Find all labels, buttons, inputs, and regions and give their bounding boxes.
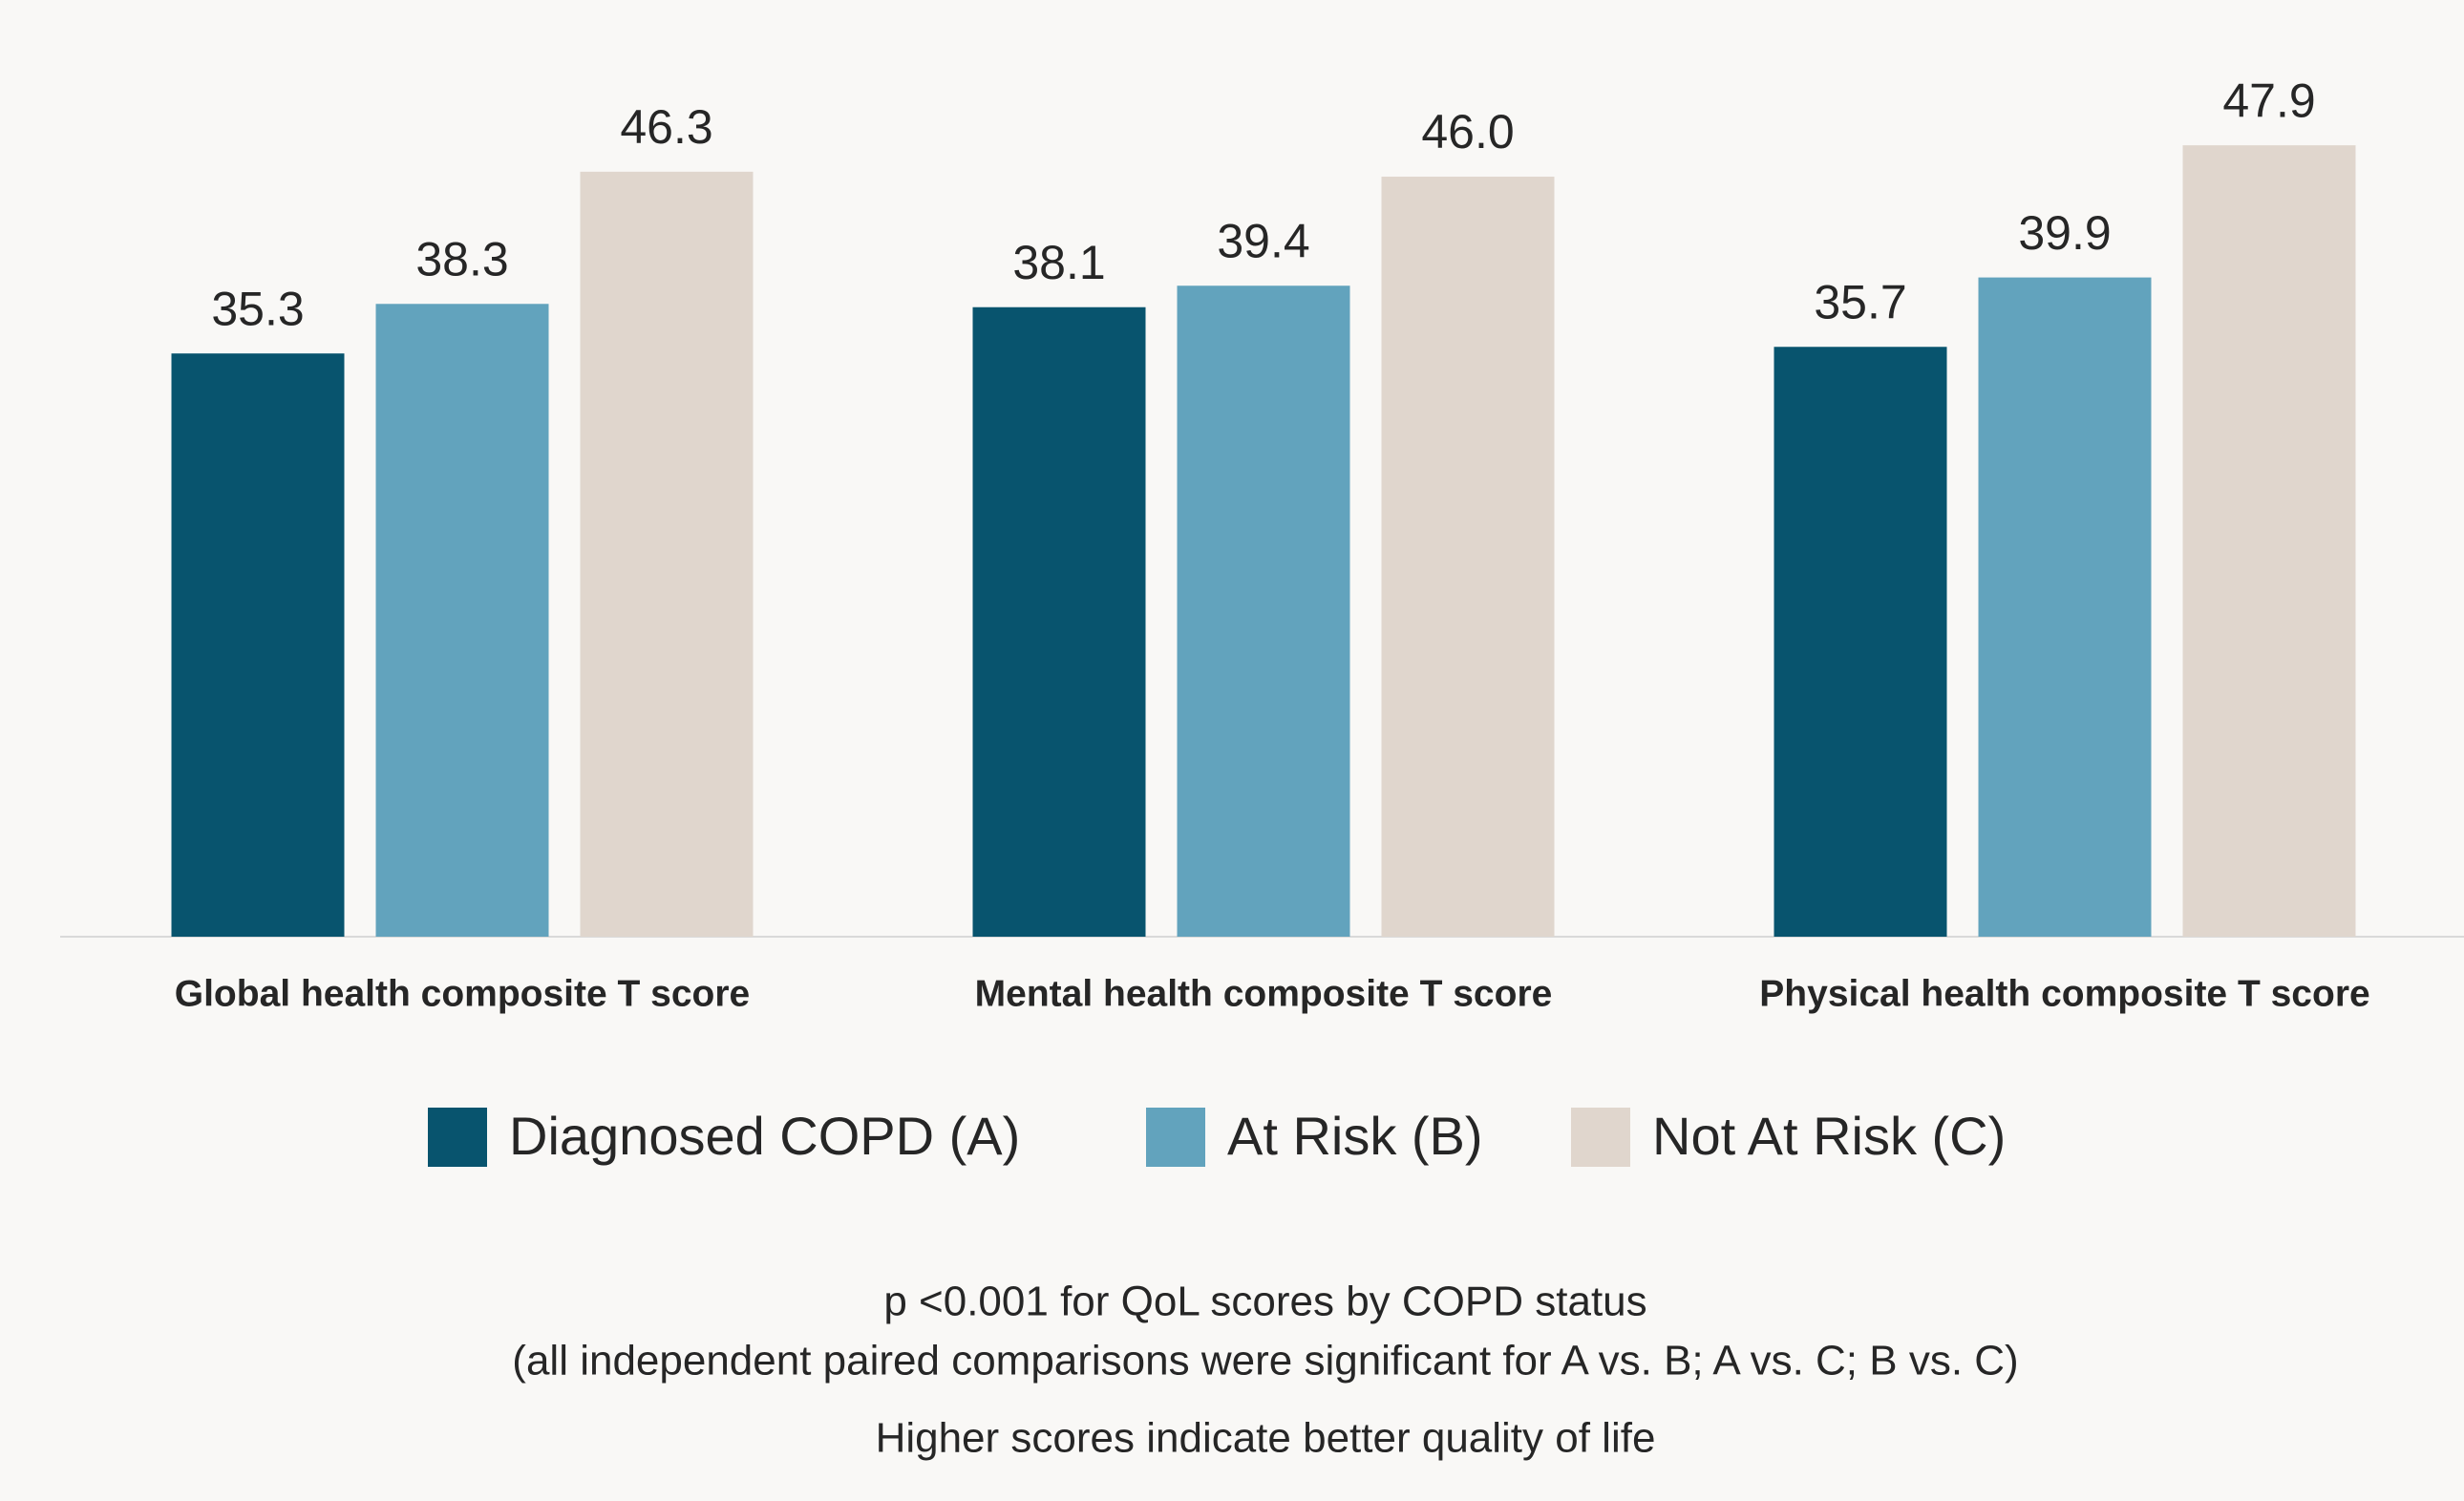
bar: [375, 304, 549, 938]
footnote: Higher scores indicate better quality of…: [876, 1415, 1656, 1462]
x-tick-label: Global health composite T score: [175, 973, 750, 1014]
data-label: 38.1: [1012, 236, 1105, 289]
legend-label: Not At Risk (C): [1652, 1106, 2006, 1166]
bar: [1177, 285, 1350, 938]
footnote: (all independent paired comparisons were…: [512, 1338, 2018, 1385]
data-label: 38.3: [415, 232, 508, 285]
footnote: p <0.001 for QoL scores by COPD status: [883, 1279, 1646, 1325]
legend-swatch: [1146, 1108, 1205, 1167]
data-label: 35.3: [211, 282, 304, 335]
data-label: 47.9: [2222, 74, 2315, 127]
data-label: 39.4: [1217, 214, 1309, 267]
bar: [2182, 145, 2356, 937]
data-label: 46.3: [620, 100, 712, 154]
bar: [972, 307, 1146, 938]
legend-label: At Risk (B): [1227, 1106, 1483, 1166]
data-label: 39.9: [2018, 206, 2111, 260]
bar: [1978, 277, 2152, 937]
legend-label: Diagnosed COPD (A): [509, 1106, 1020, 1166]
data-label: 35.7: [1814, 275, 1906, 328]
bar: [580, 171, 754, 937]
bar: [1381, 177, 1555, 938]
legend-swatch: [1571, 1108, 1630, 1167]
bar: [1774, 347, 1947, 937]
x-tick-label: Physical health composite T score: [1759, 973, 2369, 1014]
x-tick-label: Mental health composite T score: [975, 973, 1553, 1014]
bar: [171, 353, 345, 937]
data-label: 46.0: [1421, 105, 1514, 159]
legend-swatch: [428, 1108, 487, 1167]
